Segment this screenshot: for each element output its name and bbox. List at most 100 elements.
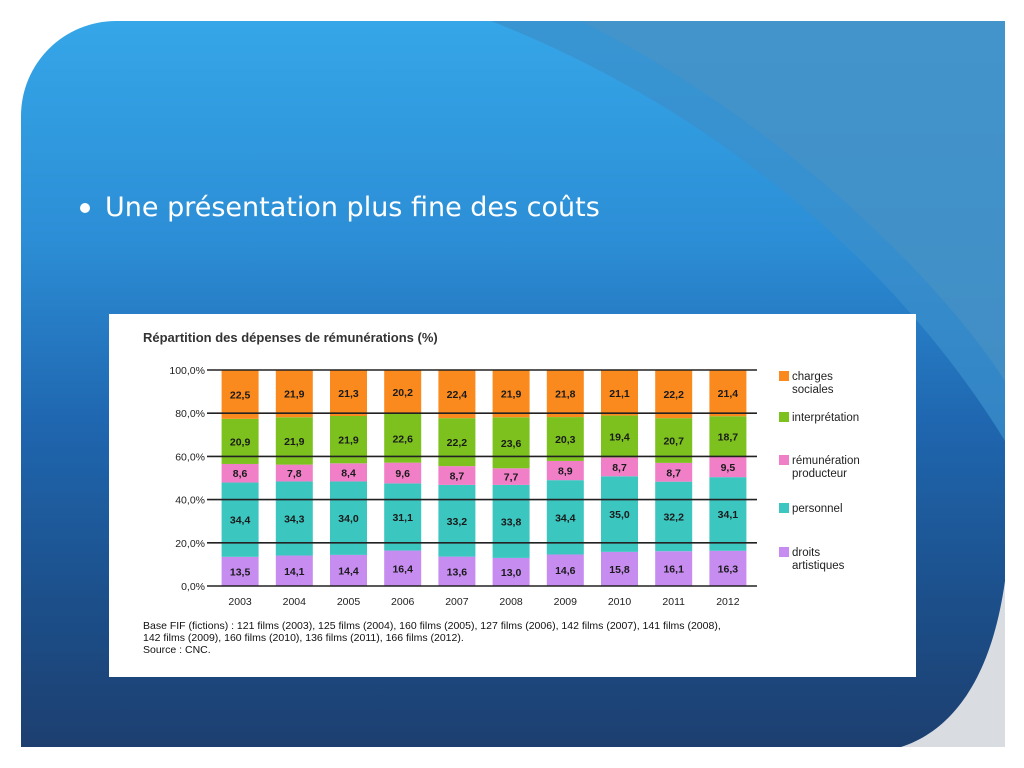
data-label: 34,1 [718, 509, 739, 521]
data-label: 8,9 [558, 466, 573, 478]
bar-segment [438, 466, 476, 485]
chart-footnote: Base FIF (fictions) : 121 films (2003), … [143, 620, 883, 656]
bar-segment [275, 464, 313, 482]
x-tick-label: 2011 [662, 596, 685, 608]
legend-swatch [779, 455, 789, 465]
data-label: 9,6 [395, 468, 410, 480]
data-label: 13,5 [230, 566, 251, 578]
bar-segment [221, 482, 259, 557]
legend-label: interprétation [792, 412, 859, 424]
data-label: 21,9 [338, 435, 359, 447]
y-tick-label: 100,0% [169, 365, 205, 377]
bar-segment [601, 476, 638, 552]
x-tick-label: 2004 [283, 596, 307, 608]
data-label: 35,0 [609, 509, 630, 521]
data-label: 16,1 [663, 564, 684, 576]
bar-segment [492, 484, 530, 558]
data-label: 21,9 [284, 436, 305, 448]
data-label: 15,8 [609, 564, 630, 576]
x-tick-label: 2012 [716, 596, 740, 608]
bar-segment [655, 481, 693, 552]
x-tick-label: 2009 [554, 596, 578, 608]
bar-segment [221, 556, 259, 586]
bar-segment [655, 551, 693, 586]
bar-segment [655, 370, 693, 419]
data-label: 7,8 [287, 468, 302, 480]
data-label: 16,4 [392, 563, 413, 575]
data-label: 8,6 [233, 468, 248, 480]
data-label: 34,4 [555, 512, 576, 524]
bar-segment [438, 484, 476, 557]
x-tick-label: 2010 [608, 596, 632, 608]
bar-segment [330, 554, 367, 586]
data-label: 22,2 [447, 437, 468, 449]
legend-label: charges sociales [792, 371, 834, 396]
legend-label: droits artistiques [792, 547, 845, 572]
x-tick-label: 2007 [445, 596, 469, 608]
data-label: 13,0 [501, 567, 522, 579]
bar-segment [709, 370, 747, 417]
data-label: 21,1 [609, 388, 630, 400]
y-tick-label: 60,0% [175, 451, 205, 463]
bar-segment [601, 370, 638, 416]
data-label: 8,7 [666, 467, 681, 479]
data-label: 20,7 [663, 436, 684, 448]
data-label: 21,9 [501, 389, 522, 401]
bar-segment [655, 418, 693, 463]
data-label: 21,4 [718, 388, 739, 400]
data-label: 8,7 [612, 462, 627, 474]
bar-segment [438, 556, 476, 586]
bar-segment [438, 369, 476, 419]
data-label: 23,6 [501, 438, 522, 450]
y-tick-label: 80,0% [175, 408, 205, 420]
bullet-text: Une présentation plus fine des coûts [105, 192, 600, 223]
bar-segment [275, 555, 313, 586]
bar-segment [709, 477, 747, 551]
bar-segment [709, 416, 747, 457]
data-label: 22,2 [663, 389, 684, 401]
data-label: 34,4 [230, 515, 251, 527]
legend-label: rémunération producteur [792, 455, 860, 480]
bar-segment [546, 417, 584, 461]
bar-segment [384, 370, 422, 414]
bar-segment [384, 462, 422, 484]
data-label: 13,6 [447, 566, 468, 578]
data-label: 14,6 [555, 565, 576, 577]
bullet-point: Une présentation plus fine des coûts [80, 192, 600, 223]
data-label: 21,3 [338, 388, 359, 400]
bar-segment [601, 551, 638, 586]
bar-segment [546, 554, 584, 586]
data-label: 19,4 [609, 432, 630, 444]
data-label: 7,7 [504, 472, 519, 484]
data-label: 14,4 [338, 565, 359, 577]
data-label: 8,7 [450, 471, 465, 483]
data-label: 14,1 [284, 566, 305, 578]
data-label: 22,4 [447, 389, 468, 401]
legend-swatch [779, 371, 789, 381]
bar-segment [275, 370, 313, 418]
data-label: 16,3 [718, 563, 739, 575]
stacked-bar-chart: 13,5 34,4 8,6 20,9 22,5 2003 14,1 34,3 7,8 21,9 21… [169, 365, 860, 608]
bar-segment [492, 370, 530, 418]
bar-segment [492, 557, 530, 586]
data-label: 20,9 [230, 436, 251, 448]
bar-segment [546, 460, 584, 481]
bar-segment [546, 370, 584, 418]
data-label: 34,3 [284, 514, 305, 526]
data-label: 20,2 [392, 387, 413, 399]
slide-decorative-curve [491, 21, 1005, 441]
data-label: 22,6 [392, 433, 413, 445]
bar-segment [709, 550, 747, 586]
bar-segment [601, 415, 638, 458]
data-label: 8,4 [341, 467, 356, 479]
bar-segment [384, 413, 422, 463]
y-tick-label: 0,0% [181, 581, 205, 593]
footnote-line-2: 142 films (2009), 160 films (2010), 136 … [143, 632, 464, 644]
y-tick-label: 20,0% [175, 538, 205, 550]
chart-image: Répartition des dépenses de rémunération… [109, 314, 916, 677]
data-label: 22,5 [230, 390, 251, 402]
bar-segment [384, 483, 422, 551]
bar-segment [655, 462, 693, 482]
data-label: 18,7 [718, 431, 739, 443]
x-tick-label: 2005 [337, 596, 361, 608]
